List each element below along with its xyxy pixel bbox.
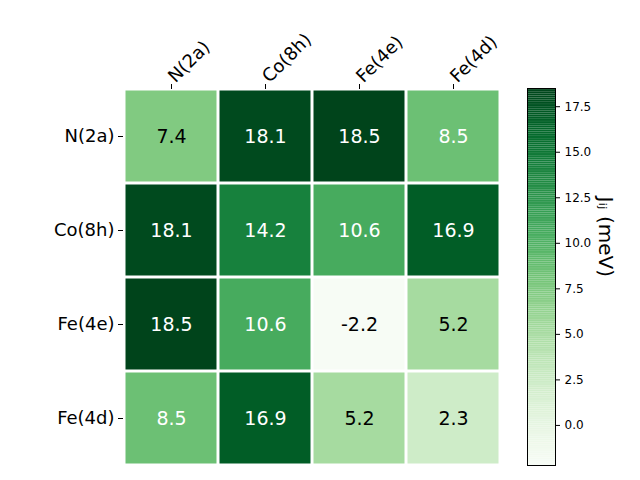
svg-text:Fe(4e): Fe(4e) — [57, 313, 114, 334]
svg-text:10.6: 10.6 — [338, 219, 380, 241]
svg-text:-2.2: -2.2 — [341, 313, 378, 335]
svg-text:10.0: 10.0 — [565, 236, 592, 250]
svg-text:2.3: 2.3 — [438, 407, 468, 429]
svg-text:Co(8h): Co(8h) — [54, 219, 115, 240]
svg-text:14.2: 14.2 — [244, 219, 286, 241]
svg-text:17.5: 17.5 — [565, 100, 592, 114]
svg-text:18.5: 18.5 — [150, 313, 192, 335]
svg-text:16.9: 16.9 — [244, 407, 286, 429]
svg-text:Fe(4d): Fe(4d) — [446, 31, 501, 86]
svg-text:N(2a): N(2a) — [164, 36, 214, 86]
svg-text:N(2a): N(2a) — [65, 125, 115, 146]
svg-text:5.0: 5.0 — [565, 327, 584, 341]
svg-text:Co(8h): Co(8h) — [258, 29, 316, 87]
svg-text:8.5: 8.5 — [156, 407, 186, 429]
svg-text:5.2: 5.2 — [438, 313, 468, 335]
svg-text:15.0: 15.0 — [565, 145, 592, 159]
svg-text:10.6: 10.6 — [244, 313, 286, 335]
svg-text:0.0: 0.0 — [565, 418, 584, 432]
svg-text:2.5: 2.5 — [565, 373, 584, 387]
svg-text:Jᵢⱼ (meV): Jᵢⱼ (meV) — [594, 195, 618, 277]
svg-text:18.1: 18.1 — [150, 219, 192, 241]
svg-text:18.1: 18.1 — [244, 125, 286, 147]
svg-text:Fe(4e): Fe(4e) — [352, 31, 407, 86]
svg-text:8.5: 8.5 — [438, 125, 468, 147]
svg-text:5.2: 5.2 — [344, 407, 374, 429]
svg-text:7.4: 7.4 — [156, 125, 186, 147]
svg-text:16.9: 16.9 — [432, 219, 474, 241]
svg-text:Fe(4d): Fe(4d) — [57, 407, 114, 428]
svg-text:12.5: 12.5 — [565, 191, 592, 205]
svg-text:18.5: 18.5 — [338, 125, 380, 147]
svg-text:7.5: 7.5 — [565, 282, 584, 296]
